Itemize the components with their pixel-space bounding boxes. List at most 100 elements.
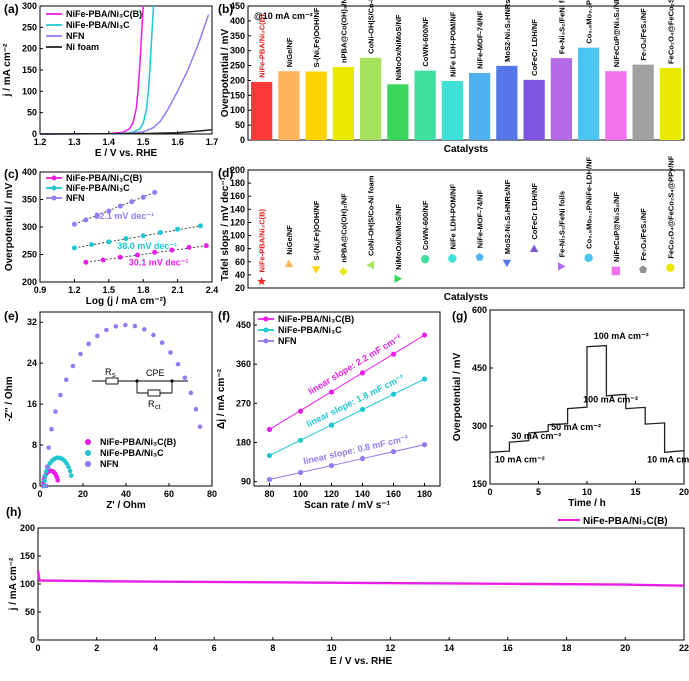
tafel-marker-10	[529, 244, 539, 252]
legend-label: Ni foam	[66, 42, 99, 52]
data-point	[266, 476, 273, 483]
tafel-marker-14	[639, 265, 648, 273]
chart-h: 0 2 4 6 8 10 12 14 16 18 20 22 0 50 100 150 200 NiFe-PBA/…	[8, 516, 689, 667]
data-point	[159, 340, 165, 345]
x-tick-label: 1.7	[206, 137, 219, 147]
chart-c: 0.9 1.2 1.5 1.8 2.1 2.4 200 250 300 350 400 30.1 mV…	[4, 167, 218, 307]
bar-3	[332, 67, 355, 140]
y-axis-label: Overpotential / mV	[4, 182, 15, 271]
legend-marker	[51, 185, 57, 191]
tafel-marker-4	[366, 260, 374, 270]
bar-6	[414, 70, 436, 140]
bar-13	[605, 71, 627, 140]
y-tick-label: 140	[230, 204, 245, 214]
tafel-marker-12	[584, 253, 593, 263]
category-label: nPBA@Co(OH)₂/NF	[339, 0, 348, 63]
tafel-marker-0	[257, 276, 267, 286]
category-label: S-(Ni,Fe)OOH/NF	[312, 7, 321, 67]
data-point	[142, 327, 147, 332]
fit-line-0	[85, 245, 207, 263]
y-tick-label: 450	[236, 320, 251, 330]
data-point	[44, 464, 50, 470]
step-label: 100 mA cm⁻²	[583, 394, 638, 404]
data-point	[328, 462, 335, 469]
data-point	[140, 194, 146, 200]
data-point	[140, 233, 146, 239]
bar-2	[305, 71, 327, 140]
x-tick-label: 1.8	[137, 285, 150, 295]
x-tick-label: 1.2	[34, 137, 47, 147]
data-point	[83, 259, 89, 265]
data-point	[297, 437, 304, 443]
bar-4	[359, 57, 382, 140]
circuit-label: R	[148, 399, 155, 409]
chart-a: 1.2 1.3 1.4 1.5 1.6 1.7 0 50 100 150 200 250 300 NiFe…	[2, 1, 218, 159]
data-point	[188, 390, 194, 396]
data-point	[106, 239, 112, 245]
y-tick-label: 100	[22, 86, 37, 96]
x-tick-label: 20	[78, 489, 88, 499]
data-point	[390, 449, 397, 455]
data-point	[157, 230, 163, 235]
tafel-marker-8	[475, 253, 484, 261]
x-tick-label: 16	[503, 643, 513, 653]
data-point	[182, 375, 188, 381]
y-tick-label: 300	[22, 1, 37, 11]
series-line-2	[39, 14, 210, 135]
data-point	[186, 244, 192, 250]
y-tick-label: 50	[25, 607, 35, 617]
x-tick-label: 0	[35, 643, 40, 653]
y-tick-label: 150	[22, 65, 37, 75]
x-tick-label: 10	[327, 643, 337, 653]
data-point	[49, 426, 54, 432]
x-tick-label: 1.5	[103, 285, 116, 295]
data-point	[44, 483, 49, 489]
plot-frame	[247, 169, 685, 289]
y-axis-label: Overpotential / mV	[452, 352, 463, 441]
data-point	[63, 377, 69, 383]
category-label: CoFeCr LDH/NF	[530, 19, 539, 76]
legend-marker	[51, 175, 57, 181]
plot-frame	[253, 311, 441, 487]
circuit-resistor	[105, 377, 119, 385]
data-point	[123, 322, 128, 328]
category-label: CoWN-600/NF	[421, 17, 430, 67]
y-tick-label: 180	[230, 178, 245, 188]
category-label: MoS2-Ni₃S₂HNRs/NF	[503, 179, 512, 254]
y-tick-label: 200	[230, 75, 245, 85]
x-tick-label: 1.4	[103, 137, 116, 147]
x-tick-label: 20	[620, 643, 630, 653]
data-point	[113, 324, 119, 329]
y-tick-label: 200	[230, 165, 245, 175]
y-tick-label: 250	[230, 61, 245, 71]
y-tick-label: 40	[235, 270, 245, 280]
tafel-marker-1	[284, 259, 294, 268]
y-tick-label: 300	[472, 421, 487, 431]
data-point	[328, 422, 335, 428]
data-point	[359, 370, 366, 376]
y-tick-label: 360	[236, 359, 251, 369]
data-point	[123, 236, 129, 242]
legend-label: NiFe-PBA/Ni₃C(B)	[66, 9, 142, 19]
panel-label: (d)	[218, 166, 233, 180]
x-tick-label: 2.1	[171, 285, 184, 295]
fit-line-1	[269, 378, 425, 456]
data-point	[197, 424, 203, 430]
panel-label: (a)	[4, 2, 19, 16]
y-tick-label: 450	[472, 363, 487, 373]
x-tick-label: 1.2	[68, 285, 81, 295]
legend-marker	[85, 461, 91, 467]
x-tick-label: 1.5	[137, 137, 150, 147]
data-point	[95, 333, 100, 339]
y-tick-label: 16	[27, 399, 37, 409]
legend-marker	[263, 327, 269, 333]
x-tick-label: 0	[37, 489, 42, 499]
tafel-marker-9	[502, 259, 512, 268]
data-point	[175, 361, 181, 367]
data-point	[67, 468, 73, 474]
category-label: NiFe-PBA/Ni₃C(B)	[258, 14, 267, 78]
category-label: NiFe-MOF-74/NF	[476, 10, 485, 69]
data-point	[359, 406, 366, 413]
category-label: CoNi-OH|S/Co-Ni foam	[367, 0, 376, 54]
x-tick-label: 5	[536, 487, 541, 497]
